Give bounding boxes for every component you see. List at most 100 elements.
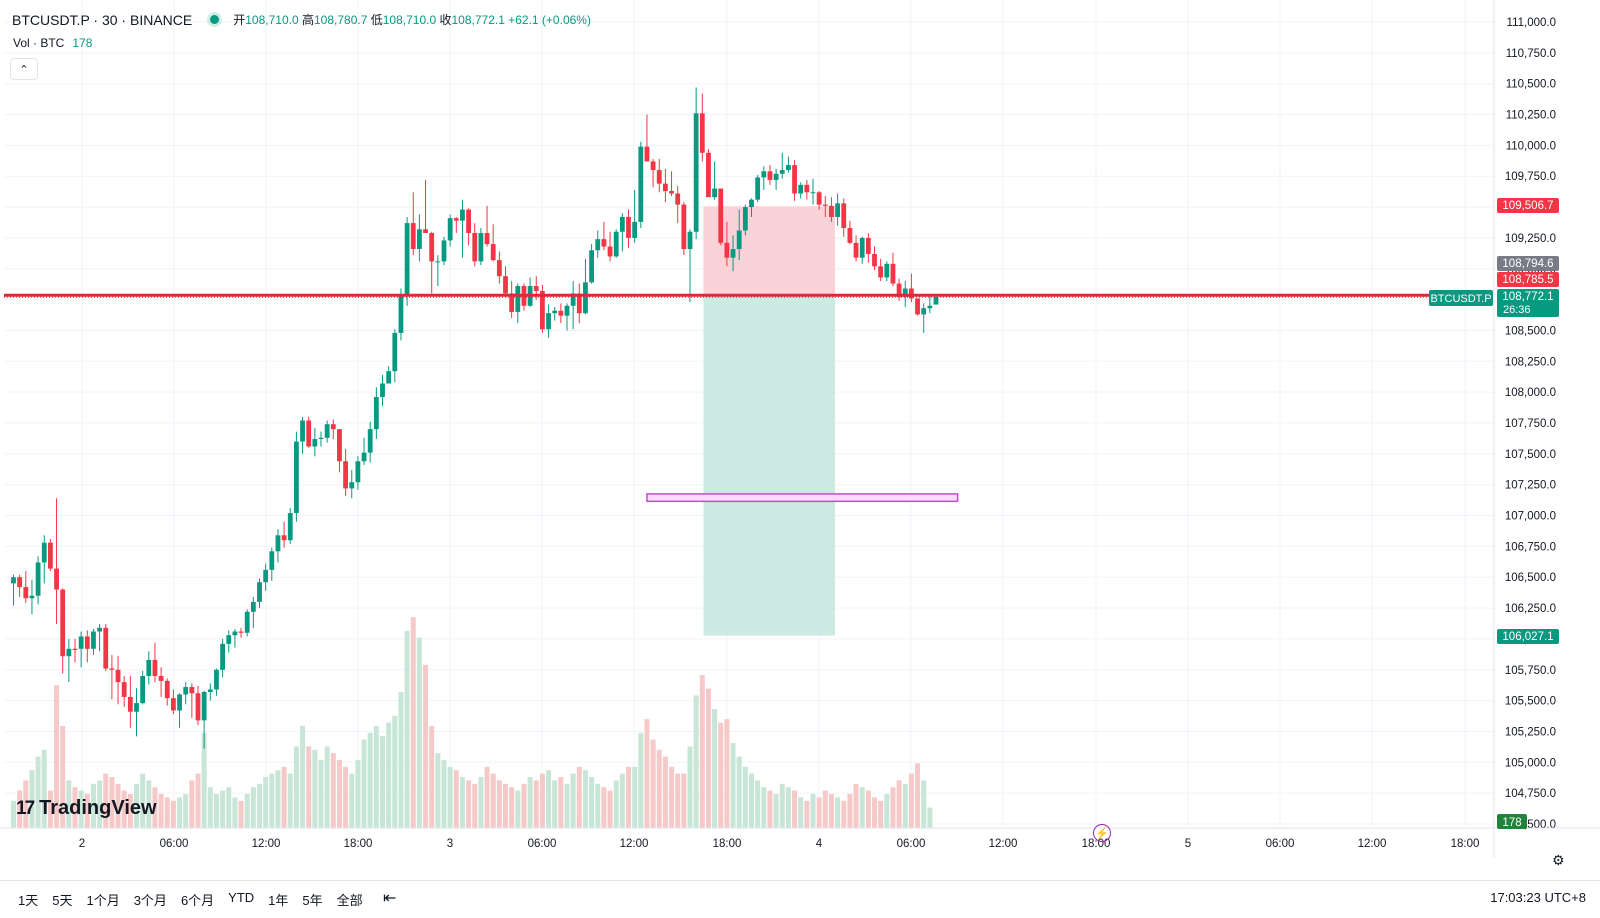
candle-body [214,669,219,690]
volume-bar [515,790,521,828]
volume-bar [269,773,275,828]
volume-bar [318,760,324,828]
volume-bars [11,617,933,828]
volume-legend[interactable]: Vol · BTC 178 [13,36,92,50]
candle-body [712,188,717,198]
volume-bar [453,770,459,828]
volume-bar [712,709,718,828]
price-tick-label: 108,000.0 [1505,387,1556,399]
candle-body [644,146,650,162]
candle-body [54,568,59,590]
volume-tag: 178 [1502,817,1521,829]
volume-value: 178 [72,36,93,50]
candle-body [423,229,428,233]
candle-body [478,232,484,262]
candle-body [398,295,404,333]
candle-body [718,188,724,243]
candle-body [429,232,435,262]
range-ytd-button[interactable]: YTD [228,890,255,905]
bottom-toolbar: 1天 5天 1个月 3个月 6个月 YTD 1年 5年 全部 ⇤ 17:03:2… [0,880,1600,918]
volume-bar [336,760,342,828]
volume-bar [527,777,533,828]
volume-bar [423,664,429,828]
utc-clock[interactable]: 17:03:23 UTC+8 [1490,890,1586,905]
volume-bar [521,783,527,828]
tradingview-logo[interactable]: 17 TradingView [16,797,157,820]
lightning-icon[interactable]: ⚡ [1093,824,1111,842]
range-1d-button[interactable]: 1天 [18,893,39,908]
candle-body [349,482,355,489]
candle-body [361,452,367,462]
candle-body [546,313,551,330]
tradingview-wordmark: TradingView [39,797,157,819]
candle-body [306,420,312,447]
range-5y-button[interactable]: 5年 [302,893,323,908]
volume-bar [546,770,552,828]
symbol-title[interactable]: BTCUSDT.P · 30 · BINANCE [12,11,193,28]
take-profit-zone [703,294,835,636]
price-tick-label: 105,000.0 [1505,757,1556,769]
position-zones[interactable] [703,206,835,636]
candle-body [736,230,742,250]
time-tick-label: 2 [79,838,85,850]
candle-body [337,429,342,462]
candle-body [263,569,269,583]
volume-bar [134,783,139,828]
volume-bar [213,794,219,828]
volume-bar [705,688,711,828]
volume-bar [699,675,705,828]
candle-body [195,693,201,721]
volume-bar [250,787,256,828]
volume-bar [718,722,724,828]
volume-bar [564,783,570,828]
chart-overlays[interactable] [4,293,1430,503]
candle-body [386,371,392,384]
volume-bar [361,739,367,828]
gear-icon[interactable]: ⚙ [1552,852,1565,868]
chevron-up-icon[interactable]: ⌃ [10,58,38,80]
candle-body [792,165,797,194]
candle-body [84,636,90,649]
candle-body [392,332,398,372]
volume-bar [509,787,515,828]
volume-bar [121,790,127,828]
volume-bar [828,794,834,828]
range-selector: 1天 5天 1个月 3个月 6个月 YTD 1年 5年 全部 [18,890,377,909]
open-label: 开 [233,13,246,27]
volume-bar [373,726,379,828]
candle-body [687,231,693,250]
volume-bar [644,719,650,828]
volume-bar [466,780,472,828]
price-tick-label: 105,250.0 [1505,726,1556,738]
candle-body [576,293,582,314]
time-tick-label: 12:00 [1358,838,1387,850]
price-axis[interactable]: 111,000.0 110,750.0 110,500.0 110,250.0 110,… [1493,0,1556,858]
time-axis[interactable]: 2 06:00 12:00 18:00 3 06:00 12:00 18:00 4 06:00 12… [0,827,1600,850]
volume-bar [127,794,133,828]
range-3m-button[interactable]: 3个月 [133,893,167,908]
candle-body [730,249,736,258]
range-1m-button[interactable]: 1个月 [86,893,120,908]
candle-body [613,231,619,257]
high-label: 高 [301,13,314,27]
range-1y-button[interactable]: 1年 [268,893,289,908]
range-all-button[interactable]: 全部 [336,893,363,908]
volume-bar [220,790,226,828]
candle-body [23,587,29,599]
candle-body [755,177,761,200]
time-tick-label: 3 [447,838,453,850]
price-label: 108,794.6 [1502,258,1553,270]
goto-date-icon[interactable]: ⇤ [383,890,397,907]
candle-body [171,698,176,711]
price-chart[interactable]: 111,000.0 110,750.0 110,500.0 110,250.0 110,… [0,0,1600,880]
volume-bar [539,773,545,828]
volume-bar [853,783,859,828]
candle-body [693,113,699,232]
volume-bar [570,773,576,828]
range-6m-button[interactable]: 6个月 [180,893,215,908]
candle-body [257,582,262,602]
range-5d-button[interactable]: 5天 [52,893,73,908]
volume-bar [244,794,250,828]
bar-countdown-label: 26:36 [1503,304,1531,316]
